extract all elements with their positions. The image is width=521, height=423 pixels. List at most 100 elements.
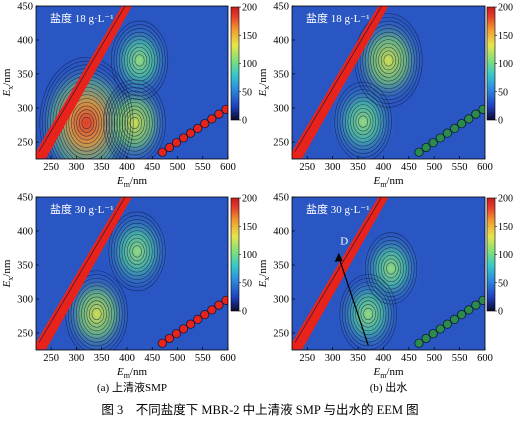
second-order-scatter-marker — [186, 319, 196, 329]
contour-line — [383, 54, 394, 67]
contour-line — [91, 307, 102, 321]
salinity-label: 盐度 18 g·L⁻¹ — [50, 11, 114, 25]
salinity-label: 盐度 18 g·L⁻¹ — [306, 11, 370, 25]
second-order-scatter-marker — [442, 128, 453, 138]
colorbar: 0 50 100 150 200 — [230, 3, 257, 127]
scatter-edge — [294, 6, 382, 152]
rayleigh-scatter-band — [292, 197, 389, 350]
colorbar-tick-label: 50 — [498, 278, 508, 289]
second-order-scatter-marker — [207, 114, 217, 124]
second-order-scatter-marker — [200, 310, 210, 320]
contour-line — [68, 274, 126, 350]
x-tick-label: 550 — [195, 353, 211, 364]
scatter-edge — [38, 6, 126, 152]
second-order-scatter-marker — [193, 123, 203, 133]
second-order-scatter-marker — [171, 138, 182, 148]
second-order-scatter-marker — [421, 142, 431, 153]
y-tick-label: 250 — [17, 138, 33, 149]
second-order-scatter-marker — [457, 310, 467, 320]
contour-line — [386, 262, 396, 275]
contour-line — [111, 20, 169, 101]
contour-line — [76, 109, 97, 137]
second-order-scatter-marker — [471, 300, 481, 310]
contour-line — [86, 300, 107, 328]
contour-line — [111, 215, 163, 288]
x-tick-label: 600 — [477, 353, 493, 364]
contour-line — [347, 100, 379, 143]
contour-line — [89, 304, 105, 324]
y-tick-label: 300 — [273, 295, 289, 306]
contour-line — [121, 35, 158, 86]
contour-line — [68, 98, 105, 148]
rayleigh-scatter-band — [36, 197, 132, 350]
contour-line — [105, 83, 164, 159]
contour-line — [121, 105, 148, 141]
contour-line — [113, 24, 166, 97]
peak-region — [352, 16, 425, 104]
second-order-scatter-marker — [164, 142, 174, 153]
y-tick-label: 350 — [273, 70, 289, 81]
y-axis-label: Ex/nm — [257, 68, 271, 97]
x-tick-label: 600 — [220, 162, 236, 173]
x-tick-label: 350 — [94, 162, 110, 173]
contour-line — [380, 50, 397, 71]
second-order-scatter-marker — [221, 295, 228, 305]
contour-line — [126, 113, 143, 133]
scatter-edge — [294, 197, 382, 343]
contour-line — [360, 304, 376, 324]
x-tick-label: 450 — [401, 162, 417, 173]
contour-line — [355, 111, 371, 132]
contour-line — [378, 251, 404, 286]
y-tick-label: 300 — [273, 104, 289, 115]
contour-line — [124, 39, 156, 82]
eem-panel-top-right: 250 300 350 400 450 500 550 600250300350400450E… — [257, 2, 513, 190]
contour-line — [367, 236, 415, 301]
contour-line — [44, 64, 129, 159]
x-axis-label: Em/nm — [372, 175, 404, 189]
x-tick-label: 350 — [350, 162, 366, 173]
contour-line — [380, 254, 402, 282]
colorbar-tick-label: 150 — [242, 222, 257, 233]
contour-line — [118, 31, 161, 89]
colorbar-tick-label: 200 — [498, 3, 513, 14]
contour-line — [111, 90, 158, 156]
x-tick-label: 250 — [299, 162, 315, 173]
y-tick-label: 250 — [17, 329, 33, 340]
contour-line — [81, 116, 92, 130]
second-order-scatter-marker — [200, 119, 210, 129]
contour-line — [344, 96, 382, 147]
contour-line — [129, 241, 145, 262]
contour-line — [78, 289, 115, 339]
contour-line — [370, 239, 412, 297]
y-tick-label: 350 — [17, 261, 33, 272]
second-order-scatter-marker — [186, 128, 196, 138]
eem-panel-bottom-left: 250 300 350 400 450 500 550 600250300350400450E… — [1, 193, 257, 395]
contour-line — [363, 307, 374, 321]
colorbar: 0 50 100 150 200 — [486, 194, 513, 318]
contour-line — [126, 43, 153, 78]
colorbar-tick-label: 0 — [498, 307, 503, 318]
contour-line — [350, 289, 387, 339]
contour-line — [129, 46, 150, 74]
colorbar-tick-label: 100 — [498, 250, 513, 261]
second-order-scatter-marker — [421, 333, 431, 344]
x-tick-label: 550 — [195, 162, 211, 173]
y-axis-label: Ex/nm — [1, 259, 15, 288]
contour-line — [71, 101, 102, 144]
second-order-scatter-marker — [428, 329, 438, 339]
contour-line — [113, 94, 156, 152]
y-axis-label: Ex/nm — [1, 68, 15, 97]
contour-line — [359, 20, 418, 101]
colorbar-gradient — [486, 6, 496, 121]
contour-line — [375, 43, 402, 78]
peak-region — [108, 21, 172, 100]
colorbar-tick-label: 100 — [498, 59, 513, 70]
x-tick-label: 300 — [325, 353, 341, 364]
plot-frame — [35, 5, 229, 160]
x-tick-label: 600 — [477, 162, 493, 173]
contour-line — [73, 105, 100, 141]
colorbar-tick-label: 150 — [498, 31, 513, 42]
x-tick-label: 550 — [452, 353, 468, 364]
y-tick-label: 350 — [273, 261, 289, 272]
peak-region — [360, 231, 422, 306]
